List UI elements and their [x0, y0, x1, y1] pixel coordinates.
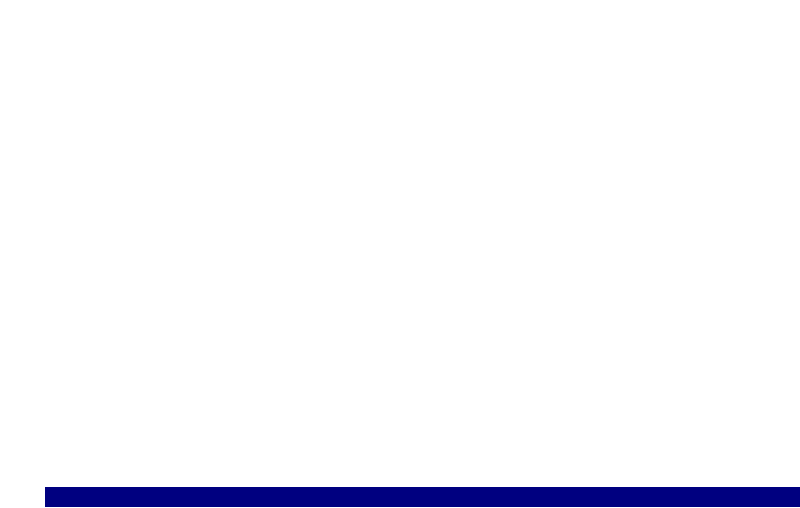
month-axis-bar	[45, 487, 800, 507]
